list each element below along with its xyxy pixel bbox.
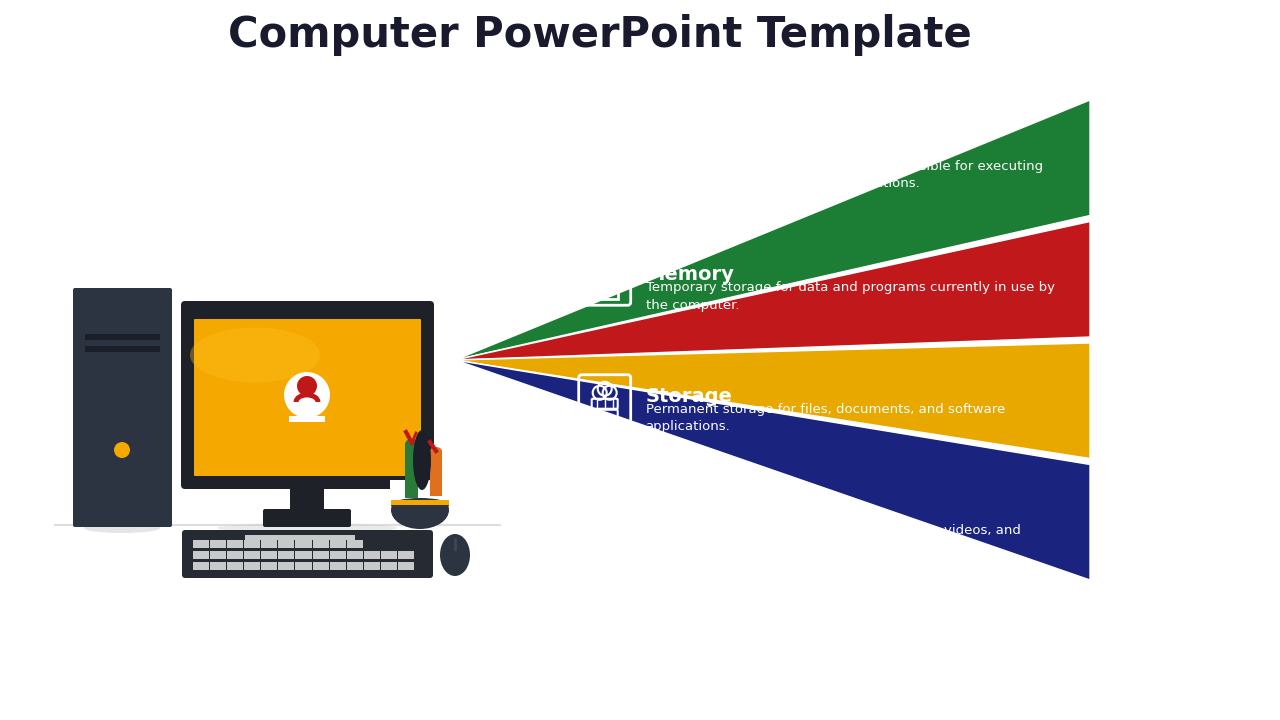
- Bar: [404, 443, 419, 498]
- Bar: [380, 562, 397, 570]
- Bar: [296, 551, 311, 559]
- Bar: [603, 282, 608, 295]
- Bar: [390, 500, 449, 505]
- Bar: [278, 551, 294, 559]
- Circle shape: [297, 376, 317, 396]
- Bar: [312, 551, 329, 559]
- FancyBboxPatch shape: [195, 319, 421, 476]
- Bar: [244, 562, 260, 570]
- Bar: [398, 551, 413, 559]
- Bar: [329, 562, 346, 570]
- Bar: [289, 416, 325, 422]
- Bar: [244, 540, 260, 548]
- Circle shape: [114, 442, 131, 458]
- Polygon shape: [454, 343, 1091, 459]
- Polygon shape: [454, 222, 1091, 360]
- Bar: [329, 551, 346, 559]
- FancyBboxPatch shape: [73, 288, 172, 527]
- Bar: [296, 540, 311, 548]
- Polygon shape: [454, 360, 1091, 580]
- Ellipse shape: [84, 523, 160, 533]
- Circle shape: [284, 372, 330, 418]
- Bar: [278, 562, 294, 570]
- Text: Memory: Memory: [645, 265, 735, 284]
- Bar: [347, 551, 362, 559]
- Text: Storage: Storage: [645, 387, 732, 406]
- FancyBboxPatch shape: [182, 530, 433, 578]
- Bar: [244, 551, 260, 559]
- Bar: [347, 562, 362, 570]
- Bar: [210, 562, 227, 570]
- Bar: [609, 282, 614, 295]
- Bar: [84, 346, 160, 352]
- Text: Processor: Processor: [645, 144, 754, 163]
- Bar: [398, 562, 413, 570]
- Ellipse shape: [390, 498, 449, 512]
- Bar: [193, 540, 209, 548]
- Bar: [278, 540, 294, 548]
- Bar: [210, 551, 227, 559]
- Bar: [590, 144, 618, 172]
- Bar: [261, 540, 278, 548]
- Bar: [244, 535, 355, 540]
- Text: Computer PowerPoint Template: Computer PowerPoint Template: [228, 14, 972, 56]
- Bar: [227, 562, 243, 570]
- Ellipse shape: [406, 439, 419, 447]
- Ellipse shape: [390, 491, 449, 529]
- Bar: [390, 480, 451, 505]
- Bar: [596, 149, 613, 166]
- Bar: [347, 540, 362, 548]
- Bar: [193, 551, 209, 559]
- Bar: [595, 282, 600, 295]
- Text: GPU: GPU: [591, 517, 618, 527]
- Bar: [227, 551, 243, 559]
- Bar: [380, 551, 397, 559]
- Bar: [329, 540, 346, 548]
- Bar: [312, 562, 329, 570]
- Text: Permanent storage for files, documents, and software
applications.: Permanent storage for files, documents, …: [645, 402, 1005, 433]
- Ellipse shape: [440, 534, 470, 576]
- Ellipse shape: [189, 328, 320, 382]
- FancyBboxPatch shape: [180, 301, 434, 489]
- Ellipse shape: [218, 523, 397, 533]
- Text: Temporary storage for data and programs currently in use by
the computer.: Temporary storage for data and programs …: [645, 282, 1055, 312]
- Bar: [296, 562, 311, 570]
- Bar: [430, 451, 442, 496]
- Bar: [84, 334, 160, 340]
- Ellipse shape: [430, 447, 442, 455]
- Bar: [591, 259, 618, 300]
- Text: Graphics Card: Graphics Card: [645, 508, 800, 527]
- Text: Hardware responsible for rendering images, videos, and
animations on the display: Hardware responsible for rendering image…: [645, 524, 1020, 554]
- Ellipse shape: [413, 430, 431, 490]
- FancyBboxPatch shape: [262, 509, 351, 527]
- Bar: [210, 540, 227, 548]
- Bar: [261, 551, 278, 559]
- Bar: [291, 480, 324, 520]
- Bar: [364, 562, 380, 570]
- Text: The central processing unit (CPU) responsible for executing
instructions and per: The central processing unit (CPU) respon…: [645, 160, 1043, 190]
- Bar: [227, 540, 243, 548]
- Polygon shape: [454, 100, 1091, 360]
- Bar: [261, 562, 278, 570]
- Bar: [312, 540, 329, 548]
- Bar: [193, 562, 209, 570]
- Bar: [364, 551, 380, 559]
